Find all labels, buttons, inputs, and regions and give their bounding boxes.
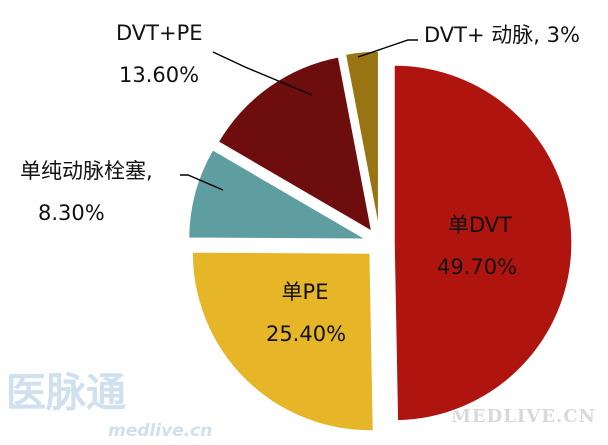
pie-slices: [187, 50, 573, 432]
value-label-artery: 8.30%: [38, 201, 105, 225]
label-dvt-pe: DVT+PE: [116, 21, 203, 45]
leader-lines: [180, 39, 418, 191]
pie-slice-dvt-pe: [217, 55, 373, 234]
watermark-logo-sub: medlive.cn: [108, 421, 212, 441]
pie-slice-dvt: [393, 64, 573, 422]
leader-line-dvt-pe: [212, 51, 313, 96]
slice-labels: 单DVT 49.70% 单PE 25.40% 单纯动脉栓塞, 8.30% DVT…: [20, 21, 580, 346]
label-dvt-artery: DVT+ 动脉, 3%: [424, 23, 580, 47]
pie-slice-pe: [191, 251, 375, 432]
value-label-pe: 25.40%: [266, 322, 346, 346]
watermark: 医脉通 medlive.cn MEDLIVE.CN: [6, 370, 596, 441]
label-dvt: 单DVT: [448, 213, 512, 237]
value-label-dvt-pe: 13.60%: [119, 63, 199, 87]
value-label-dvt: 49.70%: [437, 255, 517, 279]
leader-line-dvt-artery: [357, 39, 418, 58]
label-pe: 单PE: [282, 280, 329, 304]
label-artery: 单纯动脉栓塞,: [20, 159, 153, 183]
pie-slice-dvt-artery: [344, 50, 380, 230]
pie-slice-artery: [187, 148, 370, 241]
leader-line-artery: [180, 174, 224, 191]
watermark-logo: 医脉通: [6, 370, 126, 416]
watermark-corner: MEDLIVE.CN: [451, 406, 596, 427]
